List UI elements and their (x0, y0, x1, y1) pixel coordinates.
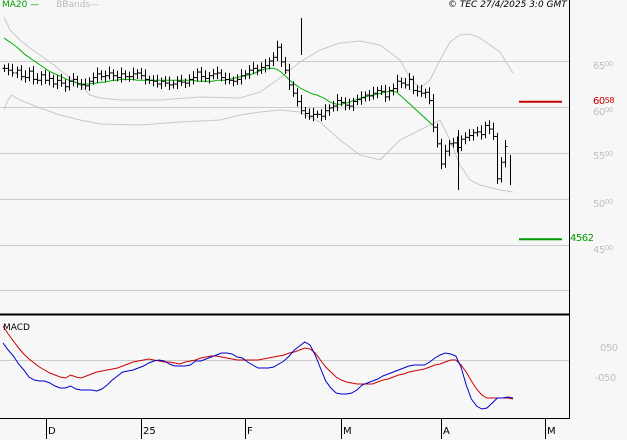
bollinger-bands (3, 16, 514, 193)
macd-signal-line (2, 325, 514, 400)
tick-main: 60 (593, 107, 605, 118)
resistance-label: 6058 (593, 96, 614, 107)
price-gridlines (0, 61, 569, 291)
bband-upper (3, 16, 514, 101)
resistance-sup: 58 (604, 96, 615, 105)
x-label-feb: F (247, 426, 253, 437)
tick-main: 65 (593, 61, 605, 72)
x-label-mar: M (343, 426, 352, 437)
macd-title: MACD (3, 323, 30, 333)
price-tick-4500: 4500 (593, 244, 613, 256)
tick-sup: 00 (604, 244, 613, 252)
price-tick-6500: 6500 (593, 60, 613, 72)
legend-bbands: BBands— (56, 0, 100, 10)
copyright-timestamp: © TEC 27/4/2025 3:0 GMT (448, 0, 567, 10)
legend-ma20-label: MA20 (2, 0, 28, 10)
legend-ma20: MA20 — (2, 0, 40, 10)
tick-sup: 00 (604, 150, 613, 158)
tick-main: 45 (593, 245, 605, 256)
resistance-main: 60 (593, 96, 605, 107)
macd-tick-neg: -050 (595, 373, 616, 384)
price-tick-5500: 5500 (593, 150, 613, 162)
ma20-line (3, 37, 434, 126)
x-label-apr: A (443, 426, 450, 437)
price-bars (2, 18, 511, 190)
support-label: 4562 (570, 233, 594, 244)
tick-sup: 00 (604, 198, 613, 206)
tick-main: 55 (593, 151, 605, 162)
x-label-2025: 25 (143, 426, 156, 437)
x-label-dec: D (48, 426, 56, 437)
legend-bbands-label: BBands (56, 0, 91, 10)
price-tick-6000: 6000 (593, 106, 613, 118)
macd-panel (0, 325, 569, 410)
x-label-may: M (547, 426, 556, 437)
price-tick-5000: 5000 (593, 198, 613, 210)
macd-line (2, 341, 514, 410)
chart-legend: MA20 — BBands— (2, 0, 99, 10)
tick-sup: 00 (604, 106, 613, 114)
tick-sup: 00 (604, 60, 613, 68)
tick-main: 50 (593, 199, 605, 210)
price-panel (0, 16, 569, 291)
bband-lower (3, 94, 514, 193)
macd-tick-pos: 050 (600, 343, 618, 354)
x-axis-ticks (46, 419, 546, 439)
